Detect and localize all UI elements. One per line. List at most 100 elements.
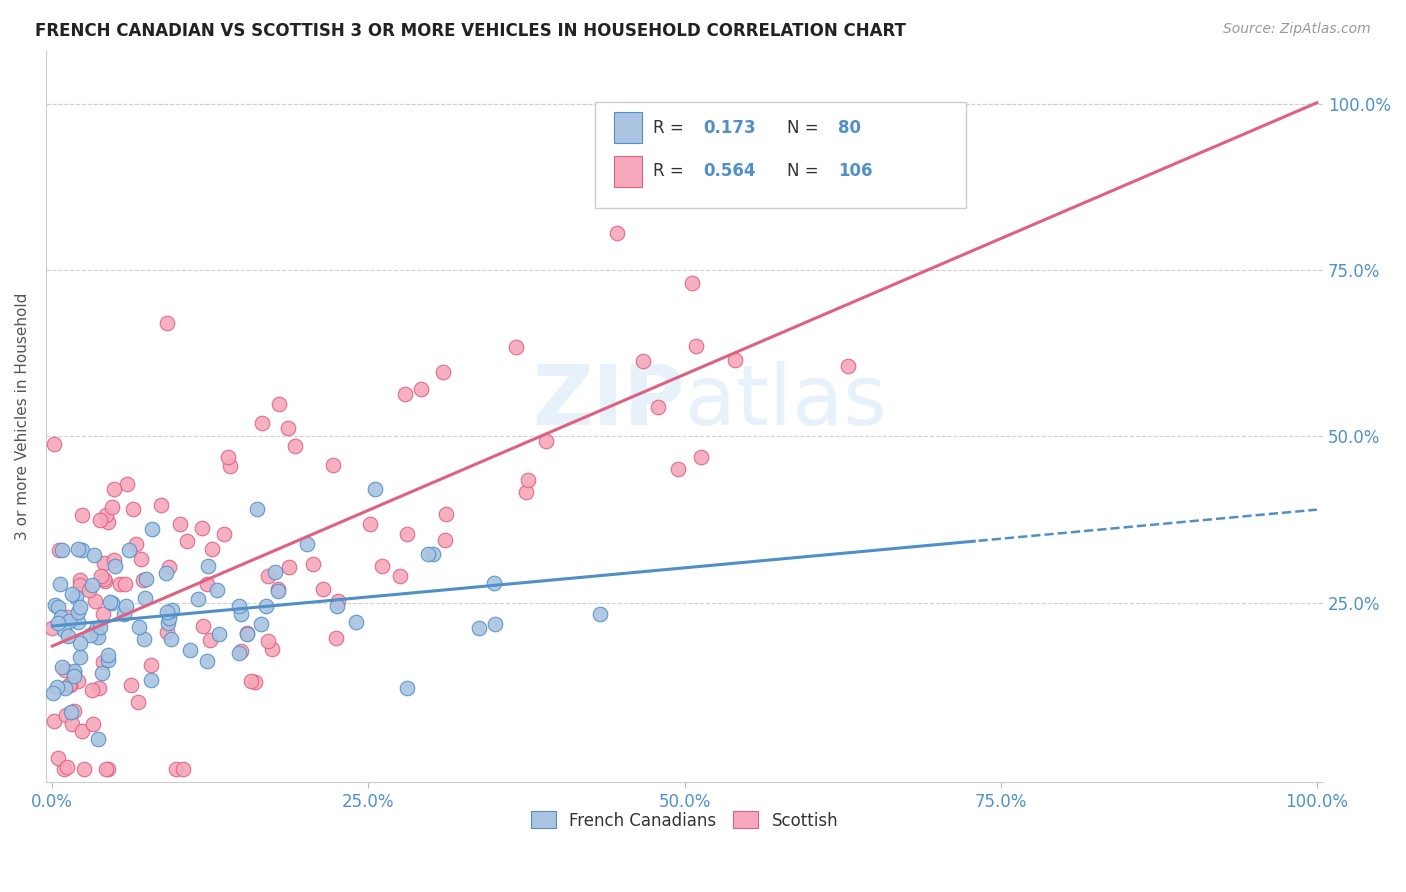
Point	[42, 437, 65, 451]
Point	[79, 628, 101, 642]
Point	[45, 680, 67, 694]
Point	[172, 762, 194, 776]
Point	[681, 276, 703, 290]
Point	[112, 607, 135, 621]
Point	[160, 603, 183, 617]
Point	[118, 542, 141, 557]
Point	[240, 673, 263, 688]
Point	[82, 682, 104, 697]
Point	[69, 573, 91, 587]
Point	[55, 760, 77, 774]
Point	[534, 434, 557, 448]
Point	[159, 632, 181, 646]
Point	[72, 762, 94, 776]
Text: 80: 80	[838, 119, 860, 136]
Point	[157, 560, 180, 574]
Point	[229, 644, 252, 658]
Point	[169, 516, 191, 531]
Point	[134, 591, 156, 605]
Point	[236, 626, 259, 640]
Point	[70, 508, 93, 522]
Point	[56, 629, 79, 643]
Point	[66, 615, 89, 629]
Point	[277, 421, 299, 435]
Point	[325, 631, 347, 645]
Point	[156, 605, 179, 619]
Point	[94, 762, 117, 776]
Point	[128, 620, 150, 634]
Point	[46, 616, 69, 631]
Point	[195, 576, 218, 591]
Point	[94, 508, 117, 522]
Point	[155, 566, 177, 580]
Text: N =: N =	[787, 119, 824, 136]
Point	[93, 556, 115, 570]
Point	[60, 587, 83, 601]
Point	[69, 650, 91, 665]
Point	[388, 568, 411, 582]
Point	[482, 575, 505, 590]
Point	[262, 641, 284, 656]
Point	[157, 611, 180, 625]
Point	[100, 596, 122, 610]
Point	[212, 526, 235, 541]
Point	[179, 643, 201, 657]
Point	[284, 439, 307, 453]
Point	[82, 578, 104, 592]
Text: Source: ZipAtlas.com: Source: ZipAtlas.com	[1223, 22, 1371, 37]
Point	[267, 397, 290, 411]
Text: R =: R =	[652, 119, 689, 136]
Point	[77, 583, 100, 598]
Point	[87, 630, 110, 644]
Point	[69, 599, 91, 614]
Point	[62, 665, 84, 679]
Point	[103, 553, 125, 567]
Point	[201, 542, 224, 557]
Point	[467, 621, 489, 635]
Point	[187, 592, 209, 607]
Point	[243, 674, 266, 689]
Point	[312, 582, 335, 596]
Point	[103, 482, 125, 496]
Text: ZIP: ZIP	[531, 361, 685, 442]
Point	[58, 678, 80, 692]
Point	[114, 599, 136, 613]
Point	[505, 340, 527, 354]
Point	[89, 513, 111, 527]
Point	[53, 623, 76, 637]
Point	[394, 387, 416, 401]
Point	[666, 462, 689, 476]
Point	[395, 527, 418, 541]
Point	[48, 750, 70, 764]
Point	[301, 557, 323, 571]
Point	[84, 594, 107, 608]
Point	[62, 665, 84, 679]
Point	[59, 678, 82, 692]
Point	[326, 594, 349, 608]
Point	[60, 705, 83, 719]
Point	[236, 625, 259, 640]
Point	[87, 732, 110, 747]
Point	[156, 625, 179, 640]
Point	[229, 607, 252, 621]
Point	[418, 547, 440, 561]
Point	[63, 704, 86, 718]
Point	[689, 450, 711, 464]
Point	[49, 610, 72, 624]
Point	[191, 619, 214, 633]
Point	[44, 599, 66, 613]
Point	[257, 569, 280, 583]
Text: 106: 106	[838, 162, 872, 180]
Point	[135, 572, 157, 586]
Point	[83, 548, 105, 562]
Point	[139, 657, 162, 672]
Point	[53, 663, 76, 677]
Point	[606, 226, 628, 240]
Point	[67, 606, 90, 620]
Point	[51, 543, 73, 558]
Point	[62, 668, 84, 682]
Text: 0.173: 0.173	[704, 119, 756, 136]
Point	[484, 617, 506, 632]
Point	[69, 636, 91, 650]
Point	[58, 614, 80, 628]
